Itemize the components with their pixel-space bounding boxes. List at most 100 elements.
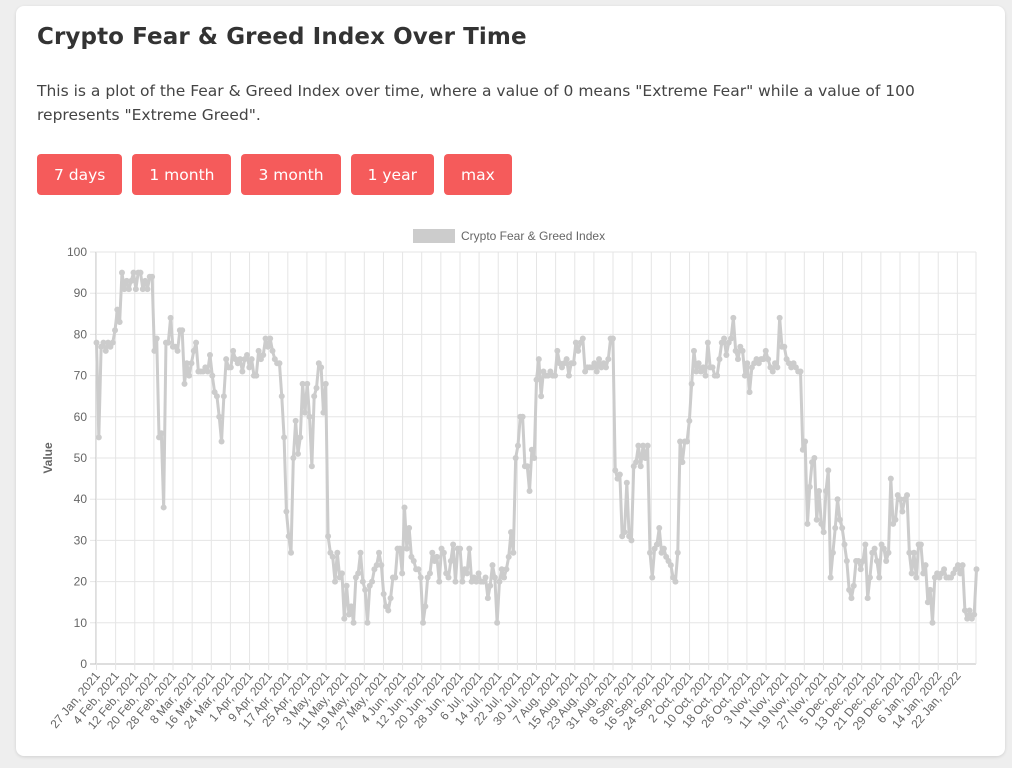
data-point[interactable] [188, 360, 195, 367]
data-point[interactable] [961, 607, 968, 614]
data-point[interactable] [959, 562, 966, 569]
data-point[interactable] [183, 360, 190, 367]
data-point[interactable] [121, 286, 128, 293]
data-point[interactable] [452, 578, 459, 585]
data-point[interactable] [519, 413, 526, 420]
data-point[interactable] [304, 380, 311, 387]
data-point[interactable] [667, 562, 674, 569]
data-point[interactable] [714, 372, 721, 379]
data-point[interactable] [283, 508, 290, 515]
data-point[interactable] [350, 619, 357, 626]
data-point[interactable] [871, 545, 878, 552]
data-point[interactable] [498, 566, 505, 573]
data-point[interactable] [160, 504, 167, 511]
data-point[interactable] [679, 459, 686, 466]
data-point[interactable] [841, 541, 848, 548]
data-point[interactable] [649, 574, 656, 581]
data-point[interactable] [459, 578, 466, 585]
data-point[interactable] [552, 372, 559, 379]
data-point[interactable] [338, 570, 345, 577]
data-point[interactable] [325, 533, 332, 540]
data-point[interactable] [345, 611, 352, 618]
data-point[interactable] [276, 360, 283, 367]
data-point[interactable] [857, 566, 864, 573]
data-point[interactable] [538, 393, 545, 400]
data-point[interactable] [964, 615, 971, 622]
data-point[interactable] [744, 360, 751, 367]
data-point[interactable] [213, 393, 220, 400]
data-point[interactable] [399, 570, 406, 577]
data-point[interactable] [906, 549, 913, 556]
data-point[interactable] [917, 541, 924, 548]
data-point[interactable] [572, 339, 579, 346]
data-point[interactable] [380, 590, 387, 597]
data-point[interactable] [765, 356, 772, 363]
data-point[interactable] [186, 372, 193, 379]
data-point[interactable] [723, 352, 730, 358]
data-point[interactable] [491, 574, 498, 581]
data-point[interactable] [693, 368, 700, 375]
data-point[interactable] [149, 273, 156, 280]
data-point[interactable] [781, 343, 788, 350]
data-point[interactable] [510, 549, 517, 556]
data-point[interactable] [264, 343, 271, 350]
data-point[interactable] [904, 492, 911, 499]
data-point[interactable] [482, 574, 489, 581]
data-point[interactable] [954, 562, 961, 569]
data-point[interactable] [760, 356, 767, 363]
data-point[interactable] [628, 537, 635, 544]
data-point[interactable] [700, 364, 707, 371]
data-point[interactable] [887, 475, 894, 482]
data-point[interactable] [496, 578, 503, 585]
data-point[interactable] [501, 574, 508, 581]
data-point[interactable] [873, 558, 880, 564]
data-point[interactable] [866, 574, 873, 581]
data-point[interactable] [246, 364, 253, 371]
range-1-month-button[interactable]: 1 month [132, 154, 232, 195]
data-point[interactable] [897, 496, 904, 503]
data-point[interactable] [813, 516, 820, 523]
data-point[interactable] [508, 529, 515, 536]
data-point[interactable] [308, 463, 315, 470]
data-point[interactable] [334, 549, 341, 556]
chart-legend[interactable]: Crypto Fear & Greed Index [413, 229, 605, 243]
data-point[interactable] [132, 286, 139, 293]
data-point[interactable] [362, 586, 369, 593]
data-point[interactable] [843, 558, 850, 564]
data-point[interactable] [892, 516, 899, 523]
data-point[interactable] [644, 442, 651, 449]
data-point[interactable] [730, 314, 737, 321]
range-1-year-button[interactable]: 1 year [350, 154, 434, 195]
data-point[interactable] [473, 578, 480, 585]
data-point[interactable] [616, 471, 623, 478]
data-point[interactable] [396, 545, 403, 552]
data-point[interactable] [920, 570, 927, 577]
data-point[interactable] [151, 347, 158, 354]
data-point[interactable] [299, 380, 306, 387]
data-point[interactable] [688, 380, 695, 387]
data-point[interactable] [811, 455, 818, 461]
data-point[interactable] [457, 545, 464, 552]
data-point[interactable] [348, 603, 355, 610]
data-point[interactable] [144, 286, 151, 293]
data-point[interactable] [253, 372, 260, 379]
data-point[interactable] [672, 578, 679, 585]
data-point[interactable] [193, 339, 200, 346]
data-point[interactable] [839, 525, 846, 532]
data-point[interactable] [167, 314, 174, 321]
data-point[interactable] [466, 545, 473, 552]
data-point[interactable] [237, 356, 244, 363]
data-point[interactable] [621, 529, 628, 536]
data-point[interactable] [908, 570, 915, 577]
data-point[interactable] [732, 347, 739, 354]
data-point[interactable] [112, 327, 119, 334]
data-point[interactable] [633, 459, 640, 466]
data-point[interactable] [646, 549, 653, 556]
data-point[interactable] [359, 578, 366, 585]
data-point[interactable] [653, 541, 660, 548]
data-point[interactable] [528, 446, 535, 453]
data-point[interactable] [139, 286, 146, 293]
data-point[interactable] [137, 269, 144, 276]
data-point[interactable] [836, 516, 843, 523]
data-point[interactable] [174, 347, 181, 354]
